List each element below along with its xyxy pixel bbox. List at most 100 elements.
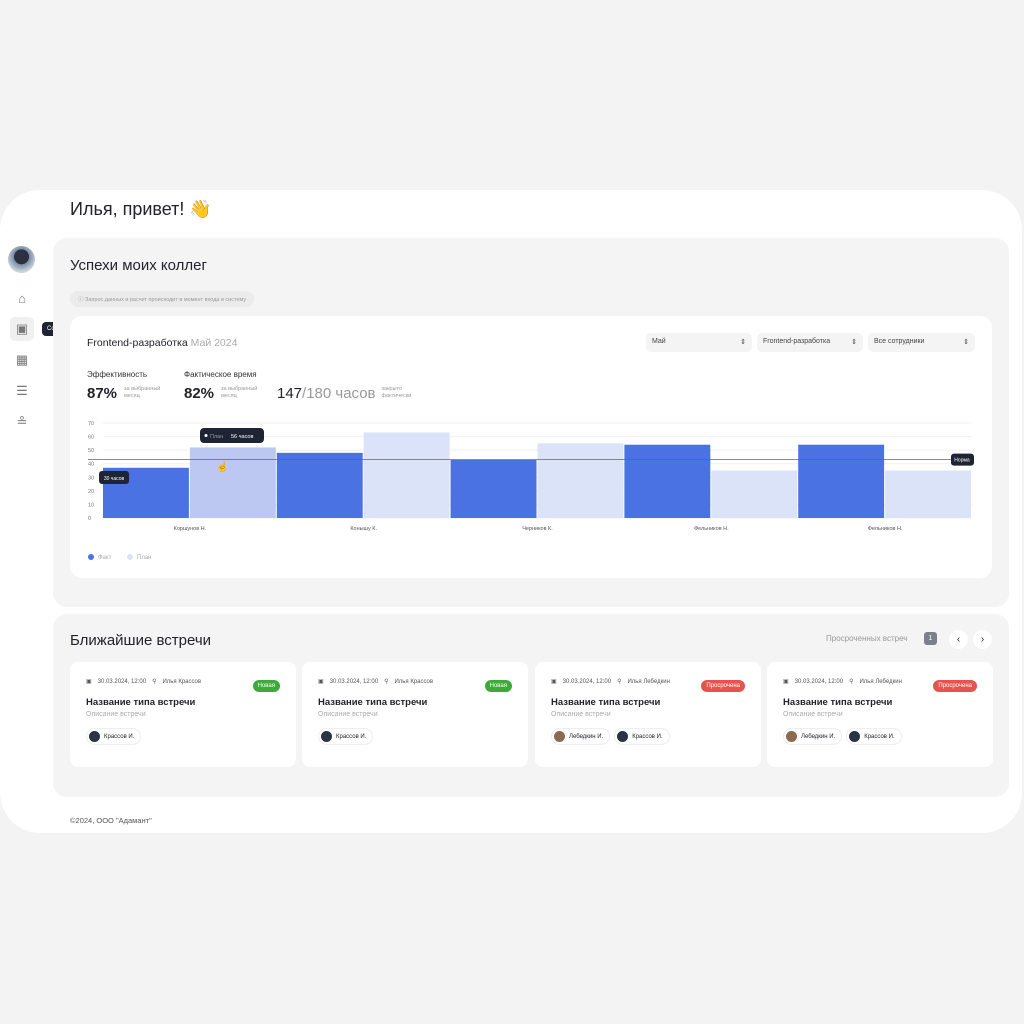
avatar xyxy=(617,731,629,742)
avatar[interactable] xyxy=(8,246,35,273)
bar-fact[interactable] xyxy=(624,444,711,518)
bar-plan[interactable] xyxy=(537,443,624,518)
avatar xyxy=(786,731,797,742)
bar-fact[interactable] xyxy=(798,444,885,518)
y-tick-label: 30 xyxy=(88,475,94,481)
status-badge: Просрочена xyxy=(933,680,977,692)
meeting-author: Илья Лебедкин xyxy=(859,678,902,685)
y-tick-label: 40 xyxy=(88,462,94,468)
select-value: Май xyxy=(652,338,666,345)
eff-sub: за выбранный месяц xyxy=(124,386,161,399)
meeting-desc: Описание встречи xyxy=(551,711,611,718)
chevron-updown-icon: ⇕ xyxy=(963,339,969,346)
employee-select[interactable]: Все сотрудники ⇕ xyxy=(868,333,975,352)
bar-fact[interactable] xyxy=(276,452,363,518)
bar-plan[interactable] xyxy=(885,470,971,519)
status-badge: Новая xyxy=(252,680,280,692)
next-button[interactable]: › xyxy=(973,630,992,649)
chevron-updown-icon: ⇕ xyxy=(740,339,746,346)
tooltip-dot xyxy=(204,434,208,437)
hours-total: /180 часов xyxy=(302,385,376,402)
settings-icon[interactable]: ☰ xyxy=(16,383,28,398)
bar-plan[interactable] xyxy=(711,470,798,519)
time-sub: за выбранный месяц xyxy=(221,386,258,399)
department-select[interactable]: Frontend-разработка ⇕ xyxy=(757,333,863,352)
dept-name: Frontend-разработка xyxy=(87,337,188,349)
bar-fact[interactable] xyxy=(450,459,537,518)
meeting-desc: Описание встречи xyxy=(318,711,378,718)
meeting-card[interactable]: ▣ 30.03.2024, 12:00 ⚲ Илья Крассов Новая На… xyxy=(70,662,296,767)
meeting-author: Илья Крассов xyxy=(162,678,202,685)
bar-plan[interactable] xyxy=(189,447,276,518)
norm-label: Норма xyxy=(954,458,970,464)
meeting-date: 30.03.2024, 12:00 xyxy=(97,678,147,685)
meeting-card[interactable]: ▣ 30.03.2024, 12:00 ⚲ Илья Лебедкин Просроч… xyxy=(767,662,993,767)
participant-chip[interactable]: Лебедкин И. xyxy=(783,728,843,745)
x-tick-label: Черников К. xyxy=(522,526,553,532)
calendar-icon: ▣ xyxy=(318,679,324,685)
meeting-title: Название типа встречи xyxy=(86,697,196,708)
participant-chip[interactable]: Лебедкин И. xyxy=(551,728,611,745)
calendar-icon: ▣ xyxy=(551,679,557,685)
info-note-text: Запрос данных и расчет происходит в моме… xyxy=(85,297,247,303)
bar-plan[interactable] xyxy=(363,432,450,519)
y-tick-label: 60 xyxy=(88,435,94,441)
participant-chip[interactable]: Крассов И. xyxy=(318,728,374,745)
avatar xyxy=(849,731,861,742)
y-tick-label: 50 xyxy=(88,448,94,454)
meeting-card[interactable]: ▣ 30.03.2024, 12:00 ⚲ Илья Крассов Новая На… xyxy=(302,662,528,767)
meeting-date: 30.03.2024, 12:00 xyxy=(562,678,612,685)
overdue-count: 1 xyxy=(924,632,937,645)
footer: ©2024, ООО "Адамант" xyxy=(70,816,152,825)
participant-chip[interactable]: Крассов И. xyxy=(614,728,670,745)
calendar-icon: ▣ xyxy=(783,679,789,685)
meeting-title: Название типа встречи xyxy=(551,697,661,708)
y-tick-label: 0 xyxy=(88,516,91,522)
meeting-title: Название типа встречи xyxy=(783,697,893,708)
meeting-author: Илья Крассов xyxy=(394,678,434,685)
participant-name: Лебедкин И. xyxy=(569,733,604,740)
status-badge: Новая xyxy=(484,680,512,692)
bar-chart: 0 10 20 30 40 50 60 70 Коршунов Н. Конышу К. Черни… xyxy=(88,421,974,561)
greeting: Илья, привет! 👋 xyxy=(70,199,212,219)
calendar-icon[interactable]: ▦ xyxy=(15,352,29,367)
prev-button[interactable]: ‹ xyxy=(949,630,968,649)
y-tick-label: 70 xyxy=(88,421,94,427)
meetings-title: Ближайшие встречи xyxy=(70,632,212,649)
hand-cursor-icon: ☝ xyxy=(216,460,228,473)
participant-name: Крассов И. xyxy=(632,733,663,740)
colleagues-title: Успехи моих коллег xyxy=(70,257,207,274)
month-select[interactable]: Май ⇕ xyxy=(646,333,752,352)
x-tick-label: Конышу К. xyxy=(350,526,377,532)
dept-title: Frontend-разработка Май 2024 xyxy=(87,337,237,349)
participant-name: Лебедкин И. xyxy=(801,733,836,740)
participant-name: Крассов И. xyxy=(104,733,135,740)
cursor-tooltip-text: 30 часов xyxy=(104,476,125,482)
x-tick-label: Фельников Н. xyxy=(694,526,729,532)
norm-label-box xyxy=(951,453,974,466)
participant-chip[interactable]: Крассов И. xyxy=(86,728,142,745)
time-value: 82% xyxy=(184,385,215,402)
meeting-author: Илья Лебедкин xyxy=(627,678,670,685)
bar-tooltip xyxy=(200,428,264,443)
education-icon[interactable]: ≗ xyxy=(16,414,28,429)
tooltip-prefix: План xyxy=(210,434,223,440)
hours-sub: закрыто фактически xyxy=(381,386,412,399)
eff-label: Эффективность xyxy=(87,370,148,379)
participant-name: Крассов И. xyxy=(864,733,895,740)
avatar xyxy=(554,731,565,742)
time-label: Фактическое время xyxy=(184,370,257,379)
meeting-date: 30.03.2024, 12:00 xyxy=(794,678,844,685)
calendar-icon: ▣ xyxy=(86,679,92,685)
hours: 147/180 часов закрыто фактически xyxy=(277,385,422,402)
employees-icon[interactable]: ▣ xyxy=(10,317,34,341)
select-value: Frontend-разработка xyxy=(763,338,831,345)
meeting-card[interactable]: ▣ 30.03.2024, 12:00 ⚲ Илья Лебедкин Просроч… xyxy=(535,662,761,767)
overdue-label: Просроченных встреч xyxy=(826,634,908,643)
user-icon: ⚲ xyxy=(152,679,157,685)
participant-chip[interactable]: Крассов И. xyxy=(846,728,902,745)
meeting-desc: Описание встречи xyxy=(86,711,146,718)
status-badge: Просрочена xyxy=(701,680,745,692)
select-value: Все сотрудники xyxy=(874,338,925,345)
home-icon[interactable]: ⌂ xyxy=(18,290,26,306)
